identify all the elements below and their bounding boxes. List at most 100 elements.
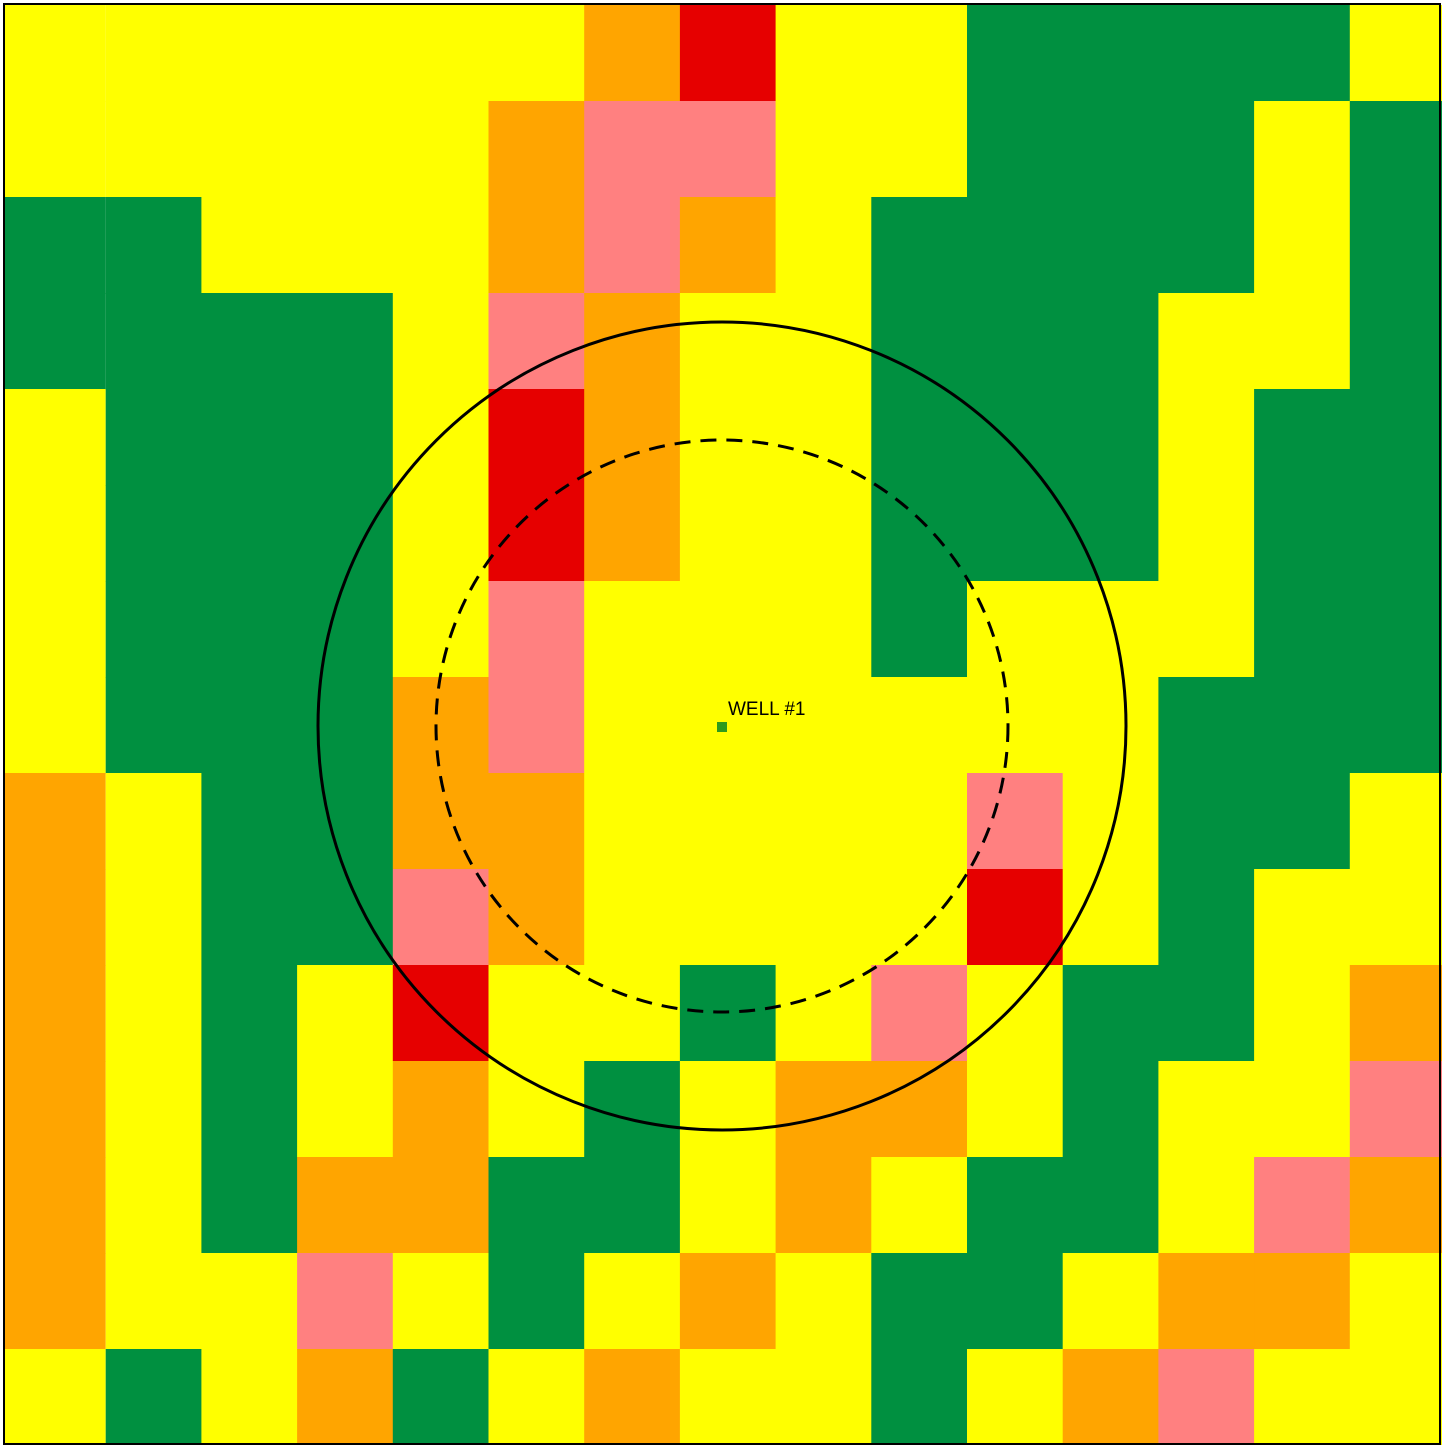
cell: [1062, 5, 1159, 102]
cell: [297, 1253, 394, 1350]
cell: [1062, 1349, 1159, 1445]
cell: [1158, 1061, 1255, 1158]
cell: [775, 197, 872, 294]
cell: [679, 869, 777, 966]
cell: [1254, 197, 1351, 294]
cell: [297, 197, 394, 294]
cell: [105, 485, 202, 582]
cell: [679, 5, 777, 102]
cell: [201, 965, 298, 1062]
cell: [1062, 293, 1159, 390]
cell: [967, 965, 1064, 1062]
cell: [679, 197, 777, 294]
cell: [488, 1157, 585, 1254]
cell: [1349, 581, 1442, 678]
cell: [1158, 581, 1255, 678]
cell: [584, 485, 681, 582]
cell: [584, 773, 681, 870]
cell: [775, 581, 872, 678]
cell: [4, 293, 106, 390]
cell: [488, 1253, 585, 1350]
cell: [297, 293, 394, 390]
cell: [1158, 965, 1255, 1062]
cell: [679, 485, 777, 582]
cell: [1254, 581, 1351, 678]
cell: [871, 1061, 968, 1158]
cell: [105, 1157, 202, 1254]
cell: [584, 677, 681, 774]
cell: [488, 581, 585, 678]
cell: [679, 293, 777, 390]
cell: [4, 485, 106, 582]
cell: [967, 5, 1064, 102]
cell: [775, 965, 872, 1062]
cell: [679, 773, 777, 870]
cell: [871, 869, 968, 966]
cell: [201, 1253, 298, 1350]
cell: [967, 869, 1064, 966]
cell: [297, 677, 394, 774]
cell: [1254, 1349, 1351, 1445]
cell: [967, 677, 1064, 774]
cell: [1254, 773, 1351, 870]
cell: [1349, 677, 1442, 774]
cell: [1062, 1061, 1159, 1158]
cell: [105, 1349, 202, 1445]
cell: [488, 485, 585, 582]
cell: [1254, 965, 1351, 1062]
cell: [392, 773, 490, 870]
cell: [967, 197, 1064, 294]
cell: [297, 389, 394, 486]
cell: [871, 1157, 968, 1254]
cell: [297, 1061, 394, 1158]
cell: [775, 1061, 872, 1158]
cell: [4, 869, 106, 966]
cell: [488, 677, 585, 774]
cell: [1349, 197, 1442, 294]
cell: [679, 1349, 777, 1445]
cell: [4, 389, 106, 486]
cell: [1158, 293, 1255, 390]
cell: [1158, 1157, 1255, 1254]
cell: [297, 773, 394, 870]
cell: [201, 485, 298, 582]
cell: [871, 773, 968, 870]
cell: [1158, 5, 1255, 102]
cell: [1254, 5, 1351, 102]
cell: [4, 1061, 106, 1158]
cell: [679, 1157, 777, 1254]
cell: [488, 197, 585, 294]
cell: [488, 101, 585, 198]
cell: [488, 1061, 585, 1158]
cell: [1349, 1253, 1442, 1350]
cell: [297, 1349, 394, 1445]
cell: [1349, 293, 1442, 390]
cell: [1158, 389, 1255, 486]
cell: [1349, 965, 1442, 1062]
cell: [201, 1349, 298, 1445]
cell: [967, 389, 1064, 486]
cell: [871, 965, 968, 1062]
cell: [967, 1349, 1064, 1445]
cell: [392, 677, 490, 774]
cell: [1062, 677, 1159, 774]
cell: [584, 581, 681, 678]
cell: [871, 1253, 968, 1350]
cell: [392, 5, 490, 102]
cell: [1062, 101, 1159, 198]
cell: [297, 965, 394, 1062]
cell: [105, 389, 202, 486]
cell: [679, 389, 777, 486]
cell: [4, 677, 106, 774]
cell: [105, 1253, 202, 1350]
cell: [775, 5, 872, 102]
cell: [679, 581, 777, 678]
cell: [1254, 1061, 1351, 1158]
cell: [679, 101, 777, 198]
grid: [4, 5, 1442, 1445]
cell: [584, 5, 681, 102]
outer-radius: [316, 320, 1128, 1132]
cell: [297, 5, 394, 102]
cell: [105, 773, 202, 870]
cell: [4, 965, 106, 1062]
